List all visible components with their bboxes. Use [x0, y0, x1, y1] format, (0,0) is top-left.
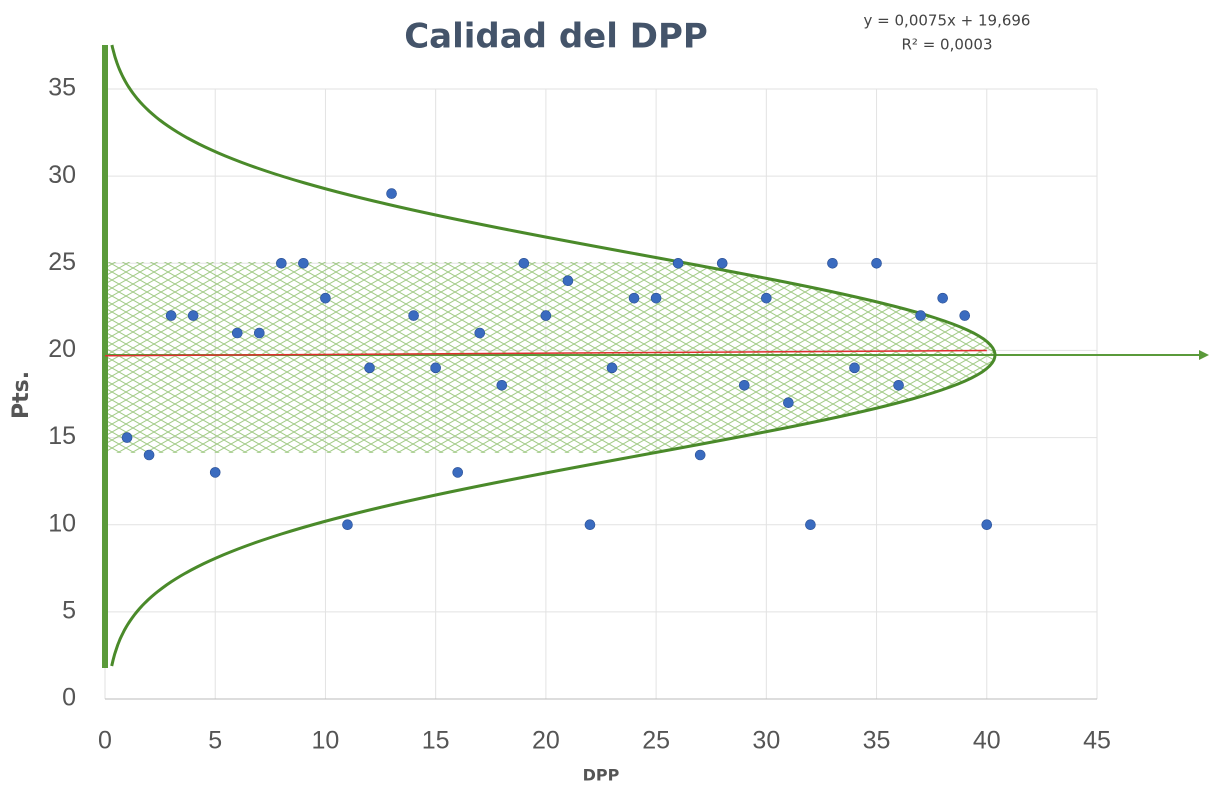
x-axis-label: DPP	[583, 766, 620, 785]
data-point	[981, 519, 993, 531]
data-point	[783, 397, 794, 409]
arrow-head	[1199, 350, 1209, 360]
data-point	[276, 257, 287, 269]
data-point	[121, 432, 133, 443]
y-tick-label: 35	[48, 74, 76, 102]
x-tick-label: 25	[642, 727, 670, 755]
data-point	[430, 362, 441, 374]
data-point	[187, 310, 199, 321]
y-tick-label: 10	[48, 509, 76, 537]
equation: y = 0,0075x + 19,696	[864, 12, 1031, 30]
x-tick-label: 35	[863, 727, 891, 755]
data-point	[474, 327, 486, 339]
trend-line	[104, 349, 987, 357]
data-point	[871, 257, 882, 269]
data-point	[452, 467, 464, 478]
data-point	[694, 449, 706, 461]
y-axis-label: Pts.	[9, 371, 34, 419]
data-point	[628, 292, 640, 304]
data-point	[231, 327, 243, 339]
y-tick-label: 25	[48, 248, 76, 276]
y-tick-label: 0	[62, 684, 76, 712]
r-squared: R² = 0,0003	[901, 36, 992, 54]
data-point	[386, 188, 397, 199]
hatched-band	[105, 262, 995, 453]
data-point	[959, 310, 971, 321]
chart-title: Calidad del DPP	[404, 17, 708, 57]
data-point	[562, 275, 574, 287]
data-point	[518, 257, 530, 269]
data-point	[738, 379, 750, 391]
y-tick-label: 30	[48, 161, 76, 189]
data-point	[496, 379, 508, 391]
data-point	[408, 310, 419, 321]
y-tick-label: 15	[48, 422, 76, 450]
data-point	[254, 327, 265, 339]
data-point	[716, 257, 728, 269]
data-point	[672, 257, 684, 269]
data-point	[540, 310, 552, 321]
data-point	[584, 519, 596, 531]
data-point	[805, 519, 816, 531]
x-tick-label: 30	[752, 727, 780, 755]
data-point	[650, 292, 662, 304]
data-point	[209, 467, 221, 478]
x-tick-label: 5	[208, 727, 222, 755]
x-tick-label: 0	[98, 727, 112, 755]
data-point	[827, 257, 838, 269]
data-point	[606, 362, 618, 374]
x-tick-label: 10	[312, 727, 340, 755]
data-point	[849, 362, 860, 374]
x-tick-label: 20	[532, 727, 560, 755]
data-point	[364, 362, 375, 374]
data-point	[937, 292, 948, 304]
data-point	[320, 292, 331, 304]
data-point	[298, 257, 309, 269]
data-point	[342, 519, 353, 531]
data-point	[165, 310, 177, 321]
y-tick-label: 20	[48, 335, 76, 363]
x-tick-label: 45	[1083, 727, 1111, 755]
data-point	[915, 310, 926, 321]
data-point	[893, 379, 904, 391]
x-tick-label: 40	[973, 727, 1001, 755]
y-tick-label: 5	[62, 596, 76, 624]
bell-curve	[110, 44, 997, 667]
data-point	[143, 449, 155, 461]
x-tick-label: 15	[422, 727, 450, 755]
data-point	[761, 292, 772, 304]
